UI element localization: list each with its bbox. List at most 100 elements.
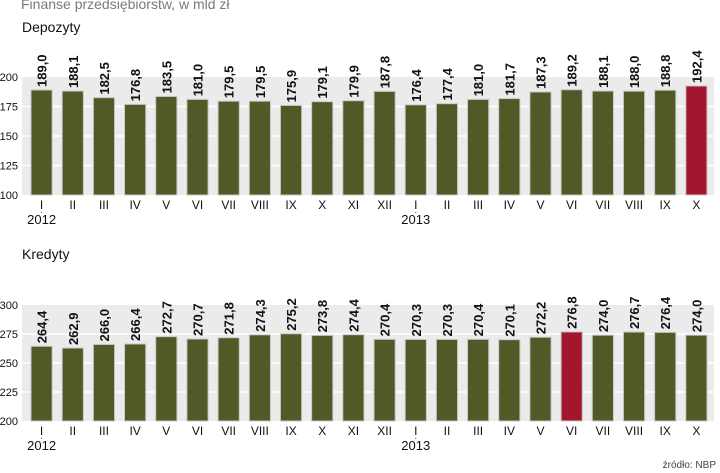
value-label: 274,3 <box>253 299 268 332</box>
x-tick-label: II <box>444 198 451 212</box>
year-label: 2012 <box>27 438 56 453</box>
x-tick-label: VII <box>221 424 236 438</box>
x-tick-label: VII <box>596 424 611 438</box>
x-tick-label: V <box>162 198 170 212</box>
value-label: 276,4 <box>658 296 673 329</box>
value-label: 189,2 <box>565 54 580 87</box>
bar <box>467 338 490 422</box>
x-tick-label: III <box>99 424 109 438</box>
x-tick-label: VI <box>566 198 577 212</box>
value-label: 175,9 <box>284 70 299 103</box>
x-tick-label: X <box>692 198 700 212</box>
x-tick-label: VII <box>596 198 611 212</box>
bar <box>124 343 147 422</box>
value-label: 187,8 <box>378 56 393 89</box>
x-tick-label: IV <box>504 198 515 212</box>
value-label: 272,7 <box>159 301 174 334</box>
value-label: 274,0 <box>596 300 611 333</box>
value-label: 273,8 <box>315 300 330 333</box>
value-label: 270,3 <box>440 304 455 337</box>
year-label: 2013 <box>401 212 430 227</box>
bar <box>685 334 708 422</box>
value-label: 181,0 <box>191 64 206 97</box>
bar <box>560 89 583 196</box>
y-tick-label: 125 <box>0 161 18 173</box>
bar-highlighted <box>560 331 583 422</box>
x-tick-label: VIII <box>251 198 269 212</box>
bar <box>404 338 427 422</box>
x-tick-label: I <box>414 424 417 438</box>
value-label: 270,7 <box>191 303 206 336</box>
x-tick-label: IX <box>660 198 671 212</box>
y-tick-label: 225 <box>0 387 18 399</box>
bar <box>342 334 365 422</box>
x-tick-label: IX <box>660 424 671 438</box>
y-tick-label: 200 <box>0 72 18 84</box>
x-tick-label: X <box>318 198 326 212</box>
bar <box>248 334 271 422</box>
bar-highlighted <box>685 85 708 196</box>
value-label: 270,3 <box>409 304 424 337</box>
value-label: 177,4 <box>440 67 455 100</box>
bar <box>435 103 459 196</box>
x-tick-label: IV <box>504 424 515 438</box>
x-tick-label: IV <box>129 424 140 438</box>
x-tick-label: XI <box>348 424 359 438</box>
x-tick-label: VIII <box>625 198 643 212</box>
bar <box>155 95 178 196</box>
y-tick-label: 175 <box>0 102 18 114</box>
bar <box>92 343 116 422</box>
bar <box>591 90 614 196</box>
value-label: 271,8 <box>222 302 237 335</box>
value-label: 274,4 <box>346 298 361 331</box>
bar <box>311 101 334 196</box>
value-label: 187,3 <box>534 56 549 89</box>
year-label: 2013 <box>401 438 430 453</box>
x-tick-label: X <box>318 424 326 438</box>
panel-title-depozyty: Depozyty <box>22 19 81 35</box>
x-tick-label: V <box>162 424 170 438</box>
y-tick-label: 100 <box>0 190 18 202</box>
bar <box>217 337 240 422</box>
y-tick-label: 250 <box>0 358 18 370</box>
bar <box>186 338 209 422</box>
value-label: 176,8 <box>128 69 143 102</box>
value-label: 264,4 <box>35 310 50 343</box>
value-label: 176,4 <box>409 69 424 102</box>
x-tick-label: IX <box>285 424 296 438</box>
bar <box>373 338 396 422</box>
y-tick-label: 275 <box>0 329 18 341</box>
bar <box>155 336 178 422</box>
x-tick-label: III <box>473 424 483 438</box>
bar <box>622 331 646 422</box>
value-label: 274,0 <box>689 300 704 333</box>
value-label: 188,1 <box>66 55 81 88</box>
value-label: 270,4 <box>471 303 486 336</box>
x-tick-label: V <box>536 198 544 212</box>
bar <box>342 100 365 196</box>
value-label: 179,5 <box>253 66 268 99</box>
value-label: 179,1 <box>315 66 330 99</box>
bar <box>30 89 53 196</box>
bar <box>279 104 303 196</box>
bar <box>30 345 53 422</box>
bar <box>498 98 521 196</box>
x-tick-label: II <box>444 424 451 438</box>
x-tick-label: VI <box>566 424 577 438</box>
value-label: 266,0 <box>97 309 112 342</box>
figure-supertitle: Finanse przedsiębiorstw, w mld zł <box>21 0 230 12</box>
y-tick-label: 300 <box>0 300 18 312</box>
bar <box>186 98 209 196</box>
x-tick-label: X <box>692 424 700 438</box>
x-tick-label: III <box>473 198 483 212</box>
y-tick-label: 200 <box>0 416 18 428</box>
bar <box>654 331 677 422</box>
value-label: 192,4 <box>689 50 704 83</box>
bar <box>311 334 334 422</box>
bar <box>404 104 427 196</box>
x-tick-label: IV <box>129 198 140 212</box>
x-tick-label: XII <box>377 424 392 438</box>
x-tick-label: VI <box>192 198 203 212</box>
value-label: 270,1 <box>502 304 517 337</box>
